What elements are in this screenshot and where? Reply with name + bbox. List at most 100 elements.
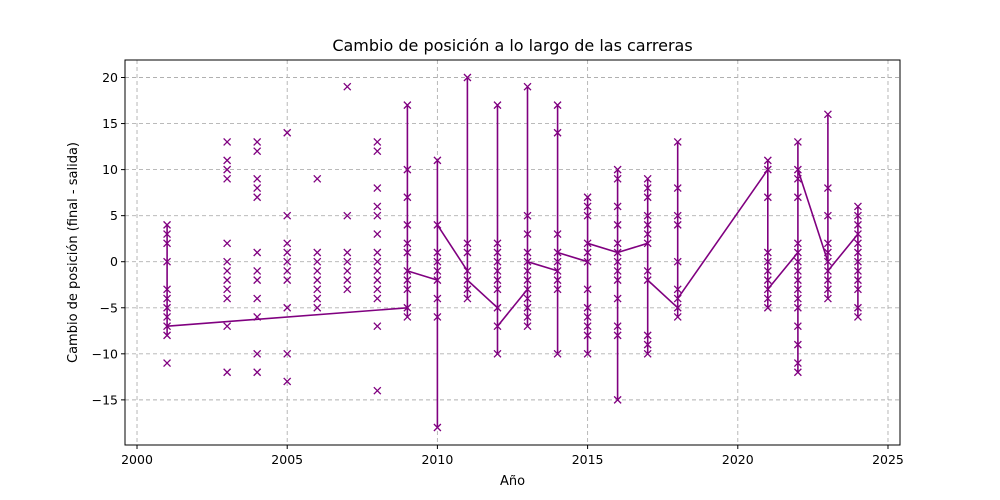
data-point-marker bbox=[523, 266, 532, 275]
data-point-marker bbox=[673, 184, 682, 192]
data-point-marker bbox=[223, 276, 232, 285]
data-point-marker bbox=[373, 202, 382, 211]
data-point-marker bbox=[853, 202, 862, 211]
data-point-marker bbox=[313, 266, 322, 275]
data-point-marker bbox=[313, 276, 322, 285]
data-point-marker bbox=[763, 294, 772, 303]
data-point-marker bbox=[223, 294, 232, 303]
data-point-marker bbox=[763, 248, 772, 257]
data-point-marker bbox=[283, 349, 292, 358]
data-point-marker bbox=[613, 220, 622, 229]
data-point-marker bbox=[343, 82, 352, 91]
data-point-marker bbox=[643, 276, 652, 285]
data-point-marker bbox=[373, 386, 382, 395]
data-point-marker bbox=[643, 349, 652, 358]
data-point-marker bbox=[493, 322, 502, 331]
data-point-marker bbox=[253, 349, 262, 358]
data-point-marker bbox=[793, 266, 802, 275]
data-point-marker bbox=[793, 303, 802, 312]
data-point-marker bbox=[283, 248, 292, 257]
data-point-marker bbox=[403, 239, 412, 248]
data-point-marker bbox=[823, 257, 832, 266]
data-point-marker bbox=[493, 257, 502, 266]
data-point-marker bbox=[553, 248, 562, 257]
data-point-marker bbox=[853, 211, 862, 220]
data-point-marker bbox=[523, 248, 532, 257]
data-point-marker bbox=[283, 276, 292, 285]
data-point-marker bbox=[163, 220, 172, 229]
y-tick-label: −5 bbox=[100, 300, 118, 315]
data-point-marker bbox=[313, 248, 322, 257]
data-point-marker bbox=[493, 248, 502, 257]
data-point-marker bbox=[673, 138, 682, 146]
data-point-marker bbox=[283, 128, 292, 137]
data-point-marker bbox=[163, 303, 172, 312]
data-point-marker bbox=[523, 303, 532, 312]
data-point-marker bbox=[793, 257, 802, 266]
x-tick-label: 2015 bbox=[572, 452, 604, 467]
data-point-marker bbox=[853, 248, 862, 257]
data-point-marker bbox=[283, 377, 292, 386]
data-point-marker bbox=[373, 211, 382, 220]
data-point-marker bbox=[223, 285, 232, 294]
data-point-marker bbox=[403, 276, 412, 285]
data-point-marker bbox=[823, 285, 832, 294]
x-tick-label: 2010 bbox=[421, 452, 453, 467]
data-point-marker bbox=[223, 257, 232, 266]
data-point-marker bbox=[493, 239, 502, 248]
data-point-marker bbox=[313, 294, 322, 303]
data-point-marker bbox=[793, 276, 802, 285]
data-point-marker bbox=[583, 331, 592, 340]
data-point-marker bbox=[403, 266, 412, 275]
data-point-marker bbox=[613, 257, 622, 266]
plot-frame bbox=[124, 59, 901, 446]
data-point-marker bbox=[313, 303, 322, 312]
data-point-marker bbox=[763, 193, 772, 202]
data-point-marker bbox=[793, 340, 802, 349]
data-point-marker bbox=[853, 239, 862, 248]
data-point-marker bbox=[523, 257, 532, 266]
data-point-marker bbox=[583, 239, 592, 248]
data-point-marker bbox=[373, 322, 382, 331]
data-point-marker bbox=[583, 193, 592, 202]
data-point-marker bbox=[463, 248, 472, 257]
data-point-marker bbox=[553, 230, 562, 239]
data-point-marker bbox=[793, 294, 802, 303]
data-point-marker bbox=[373, 266, 382, 275]
data-point-marker bbox=[523, 230, 532, 239]
data-point-marker bbox=[553, 257, 562, 266]
data-point-marker bbox=[163, 294, 172, 303]
data-point-marker bbox=[253, 248, 262, 257]
x-axis-label: Año bbox=[500, 474, 525, 489]
data-point-marker bbox=[763, 257, 772, 266]
x-tick-label: 2000 bbox=[121, 452, 153, 467]
data-point-marker bbox=[463, 285, 472, 294]
data-point-marker bbox=[853, 285, 862, 294]
data-point-marker bbox=[673, 220, 682, 229]
data-point-marker bbox=[433, 276, 442, 285]
y-tick-label: 5 bbox=[110, 208, 118, 223]
data-point-marker bbox=[823, 184, 832, 192]
data-point-marker bbox=[613, 395, 622, 404]
data-point-marker bbox=[823, 110, 832, 119]
data-point-marker bbox=[643, 174, 652, 183]
data-point-marker bbox=[763, 285, 772, 294]
data-point-marker bbox=[523, 322, 532, 331]
data-point-marker bbox=[613, 248, 622, 257]
data-point-marker bbox=[313, 257, 322, 266]
data-point-marker bbox=[583, 303, 592, 312]
data-point-marker bbox=[253, 147, 262, 156]
data-point-marker bbox=[853, 220, 862, 229]
data-point-marker bbox=[373, 184, 382, 192]
data-point-marker bbox=[373, 230, 382, 239]
data-point-marker bbox=[403, 220, 412, 229]
data-point-marker bbox=[373, 147, 382, 156]
data-point-marker bbox=[793, 165, 802, 174]
data-point-marker bbox=[373, 285, 382, 294]
data-point-marker bbox=[583, 211, 592, 220]
data-point-marker bbox=[433, 294, 442, 303]
data-point-marker bbox=[643, 340, 652, 349]
data-point-marker bbox=[493, 285, 502, 294]
data-point-marker bbox=[823, 276, 832, 285]
data-point-marker bbox=[253, 368, 262, 377]
